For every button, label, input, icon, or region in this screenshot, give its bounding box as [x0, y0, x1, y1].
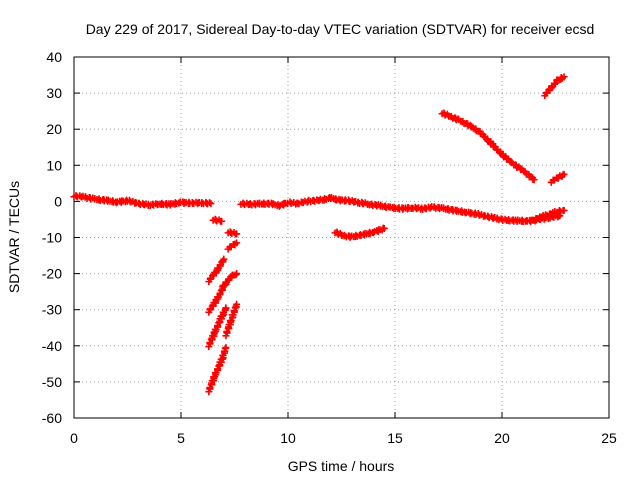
- data-point: [560, 73, 568, 81]
- data-points: [70, 73, 568, 396]
- y-tick-label: -60: [42, 410, 62, 426]
- x-axis-label: GPS time / hours: [288, 458, 395, 474]
- series-arc-7: [530, 206, 568, 224]
- series-arc-10: [224, 239, 241, 253]
- x-tick-label: 25: [601, 430, 617, 446]
- x-tick-label: 15: [387, 430, 403, 446]
- x-tick-label: 20: [494, 430, 510, 446]
- y-tick-label: 40: [46, 49, 62, 65]
- series-arc-3: [331, 224, 388, 241]
- grid-lines: [74, 57, 609, 418]
- series-arc-12: [205, 270, 241, 316]
- series-arc-5: [541, 73, 568, 100]
- data-point: [220, 255, 228, 263]
- y-tick-label: -20: [42, 266, 62, 282]
- data-point: [222, 304, 230, 312]
- data-point: [538, 213, 546, 221]
- data-point: [206, 199, 214, 207]
- y-tick-label: -50: [42, 374, 62, 390]
- data-point: [530, 176, 538, 184]
- series-arc-2: [237, 194, 564, 226]
- y-axis-label: SDTVAR / TECUs: [6, 181, 22, 293]
- y-tick-label: 0: [54, 193, 62, 209]
- data-point: [218, 217, 226, 225]
- y-tick-label: -30: [42, 302, 62, 318]
- series-arc-14: [205, 344, 230, 396]
- data-point: [207, 200, 215, 208]
- series-arc-13: [205, 304, 230, 351]
- y-tick-label: 30: [46, 85, 62, 101]
- data-point: [233, 230, 241, 238]
- series-arc-6: [547, 170, 568, 186]
- x-tick-label: 10: [280, 430, 296, 446]
- data-point: [560, 206, 568, 214]
- y-tick-label: 20: [46, 121, 62, 137]
- data-point: [222, 344, 230, 352]
- series-arc-11: [205, 255, 228, 286]
- series-arc-8: [209, 215, 226, 225]
- series-arc-4: [438, 109, 538, 184]
- y-tick-label: -40: [42, 338, 62, 354]
- data-point: [233, 239, 241, 247]
- data-point: [233, 300, 241, 308]
- data-point: [560, 170, 568, 178]
- y-tick-label: 10: [46, 157, 62, 173]
- x-tick-label: 5: [177, 430, 185, 446]
- series-arc-9: [224, 228, 241, 238]
- chart-title: Day 229 of 2017, Sidereal Day-to-day VTE…: [86, 21, 595, 37]
- x-tick-label: 0: [70, 430, 78, 446]
- data-point: [380, 224, 388, 232]
- series-arc-15: [222, 300, 241, 340]
- data-point: [233, 270, 241, 278]
- axis-ticks: 0 5 10 15 20 25 -60 -50 -40 -30 -20 -10 0 10 20 30 40: [42, 49, 617, 446]
- series-arc-1: [70, 192, 215, 210]
- y-tick-label: -10: [42, 230, 62, 246]
